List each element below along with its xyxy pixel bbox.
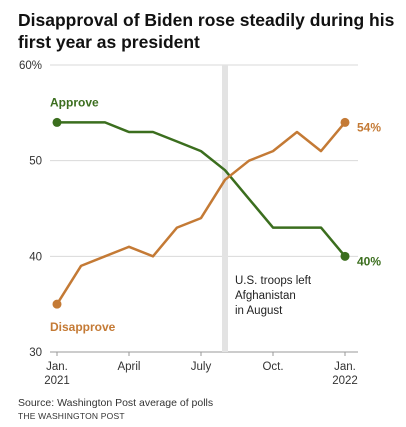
y-tick-label: 50 <box>29 156 42 168</box>
series-lines <box>52 117 350 309</box>
approve-endpoint <box>340 251 350 261</box>
approve-series-label: Approve <box>50 95 99 109</box>
y-axis: 60% 50 40 30 <box>19 60 42 359</box>
grid-lines <box>50 64 358 353</box>
afghanistan-annotation: U.S. troops left Afghanistan in August <box>235 275 314 317</box>
chart-title: Disapproval of Biden rose steadily durin… <box>18 10 395 52</box>
publisher-credit: THE WASHINGTON POST <box>18 411 125 421</box>
x-tick-year: 2021 <box>44 375 70 387</box>
x-tick-label: Oct. <box>262 361 283 373</box>
approve-endpoint <box>52 117 62 127</box>
x-tick-label: July <box>191 361 212 373</box>
annotation-line-2: Afghanistan <box>235 290 296 302</box>
disapprove-line <box>55 121 346 305</box>
source-note: Source: Washington Post average of polls <box>18 397 214 409</box>
disapprove-endpoint <box>52 299 62 309</box>
y-tick-label: 30 <box>29 347 42 359</box>
highlight-band <box>222 65 228 352</box>
x-tick-label: Jan. <box>46 361 68 373</box>
disapprove-series-label: Disapprove <box>50 320 116 334</box>
x-axis: Jan. 2021 April July Oct. Jan. 2022 <box>44 352 358 387</box>
disapprove-end-label: 54% <box>357 120 381 134</box>
disapprove-endpoint <box>340 117 350 127</box>
x-tick-label: April <box>117 361 140 373</box>
series-labels: 40% Approve 54% Disapprove <box>50 95 381 334</box>
approve-end-label: 40% <box>357 254 381 268</box>
annotation-line-3: in August <box>235 305 283 317</box>
y-tick-label: 40 <box>29 251 42 263</box>
approve-line <box>57 121 346 258</box>
annotation-line-1: U.S. troops left <box>235 275 312 287</box>
x-tick-year: 2022 <box>332 375 358 387</box>
y-tick-label: 60% <box>19 60 42 72</box>
x-tick-label: Jan. <box>334 361 356 373</box>
